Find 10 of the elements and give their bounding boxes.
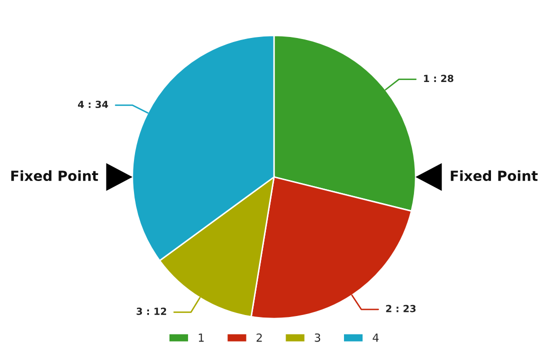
text: Fixed Point [11, 170, 98, 182]
legend-label: 1 [198, 334, 204, 342]
data-label: 4 : 34 [78, 100, 108, 108]
data-label: 2 : 23 [386, 304, 416, 312]
legend-label: 2 [256, 333, 262, 342]
text: Fixed Point [450, 170, 538, 182]
data-label: 1 : 28 [424, 74, 454, 82]
legend-label: 3 [314, 333, 320, 342]
data-label: 3 : 12 [136, 308, 166, 315]
legend-label: 4 [372, 334, 379, 342]
